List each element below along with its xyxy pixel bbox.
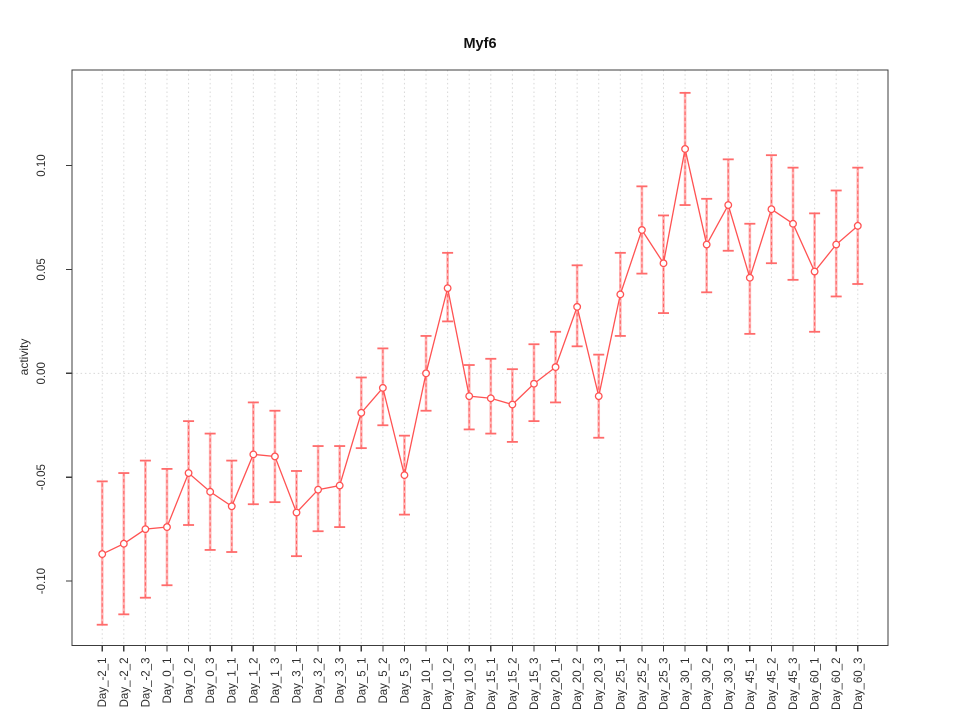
x-tick-label: Day_1_3 (270, 658, 282, 704)
data-point (637, 226, 646, 234)
x-tick-label: Day_-2_2 (119, 658, 131, 708)
x-tick-label: Day_0_2 (184, 658, 196, 704)
x-tick-label: Day_5_2 (378, 658, 390, 704)
x-tick-label: Day_5_3 (399, 658, 411, 704)
data-point (270, 452, 279, 461)
data-point (551, 363, 560, 372)
x-tick-label: Day_30_3 (723, 658, 735, 710)
x-tick-label: Day_25_2 (637, 658, 649, 710)
y-axis-title: activity (17, 338, 31, 376)
data-point (400, 471, 409, 480)
x-tick-label: Day_20_3 (594, 658, 606, 710)
x-tick-label: Day_-2_3 (140, 658, 152, 708)
x-tick-label: Day_10_3 (464, 658, 476, 710)
x-tick-label: Day_5_1 (356, 658, 368, 704)
data-point (314, 485, 323, 494)
x-tick-label: Day_-2_1 (97, 658, 109, 708)
data-point (616, 290, 625, 299)
data-point (249, 450, 258, 459)
x-tick-label: Day_15_2 (507, 658, 519, 710)
plot-frame (71, 69, 889, 647)
data-point (206, 487, 215, 496)
data-point (227, 502, 236, 511)
data-point (465, 392, 474, 401)
data-point (789, 219, 797, 228)
x-tick-label: Day_3_1 (292, 658, 304, 704)
data-point (573, 302, 582, 311)
x-tick-label: Day_20_1 (551, 658, 563, 710)
x-tick-label: Day_1_2 (248, 658, 260, 704)
data-point (853, 221, 862, 230)
x-tick-label: Day_15_3 (529, 658, 541, 710)
data-point (357, 408, 366, 417)
y-tick-label: -0.05 (36, 464, 48, 490)
data-point (508, 400, 517, 409)
x-tick-label: Day_45_2 (766, 658, 778, 710)
x-tick-label: Day_30_2 (702, 658, 714, 710)
x-tick-label: Day_10_1 (421, 658, 433, 710)
y-tick-label: 0.00 (36, 362, 48, 384)
data-point (832, 240, 841, 249)
data-point (141, 525, 150, 534)
x-tick-label: Day_15_1 (486, 658, 498, 710)
plot-title: Myf6 (463, 36, 497, 52)
data-point (486, 394, 495, 403)
data-point (292, 508, 301, 517)
y-tick-label: 0.10 (36, 154, 48, 176)
x-tick-label: Day_60_2 (831, 658, 843, 710)
data-point (443, 284, 452, 293)
data-point (810, 267, 819, 276)
x-tick-label: Day_45_1 (745, 658, 757, 710)
data-point (530, 379, 538, 388)
x-tick-label: Day_20_2 (572, 658, 584, 710)
data-point (659, 259, 668, 268)
y-tick-label: -0.10 (36, 568, 48, 594)
x-tick-label: Day_25_1 (615, 658, 627, 710)
data-point (745, 273, 754, 282)
x-tick-label: Day_60_1 (810, 658, 822, 710)
data-point (422, 369, 430, 378)
x-tick-label: Day_45_3 (788, 658, 800, 710)
data-point (163, 523, 171, 532)
data-point (98, 550, 107, 559)
data-point (594, 392, 603, 401)
x-tick-label: Day_3_2 (313, 658, 325, 704)
data-point (335, 481, 344, 490)
data-point (724, 201, 733, 209)
data-point (702, 240, 711, 249)
data-point (378, 383, 387, 392)
data-point (119, 539, 128, 548)
x-tick-label: Day_25_3 (658, 658, 670, 710)
series-line (101, 148, 859, 555)
x-tick-label: Day_3_3 (335, 658, 347, 704)
x-tick-label: Day_30_1 (680, 658, 692, 710)
x-tick-label: Day_10_2 (443, 658, 455, 710)
x-tick-label: Day_1_1 (227, 658, 239, 704)
y-tick-label: 0.05 (36, 258, 48, 280)
x-tick-label: Day_0_3 (205, 658, 217, 704)
data-point (184, 469, 193, 478)
x-tick-label: Day_0_1 (162, 658, 174, 704)
data-point (767, 205, 776, 214)
data-point (681, 144, 690, 153)
x-tick-label: Day_60_3 (853, 658, 865, 710)
